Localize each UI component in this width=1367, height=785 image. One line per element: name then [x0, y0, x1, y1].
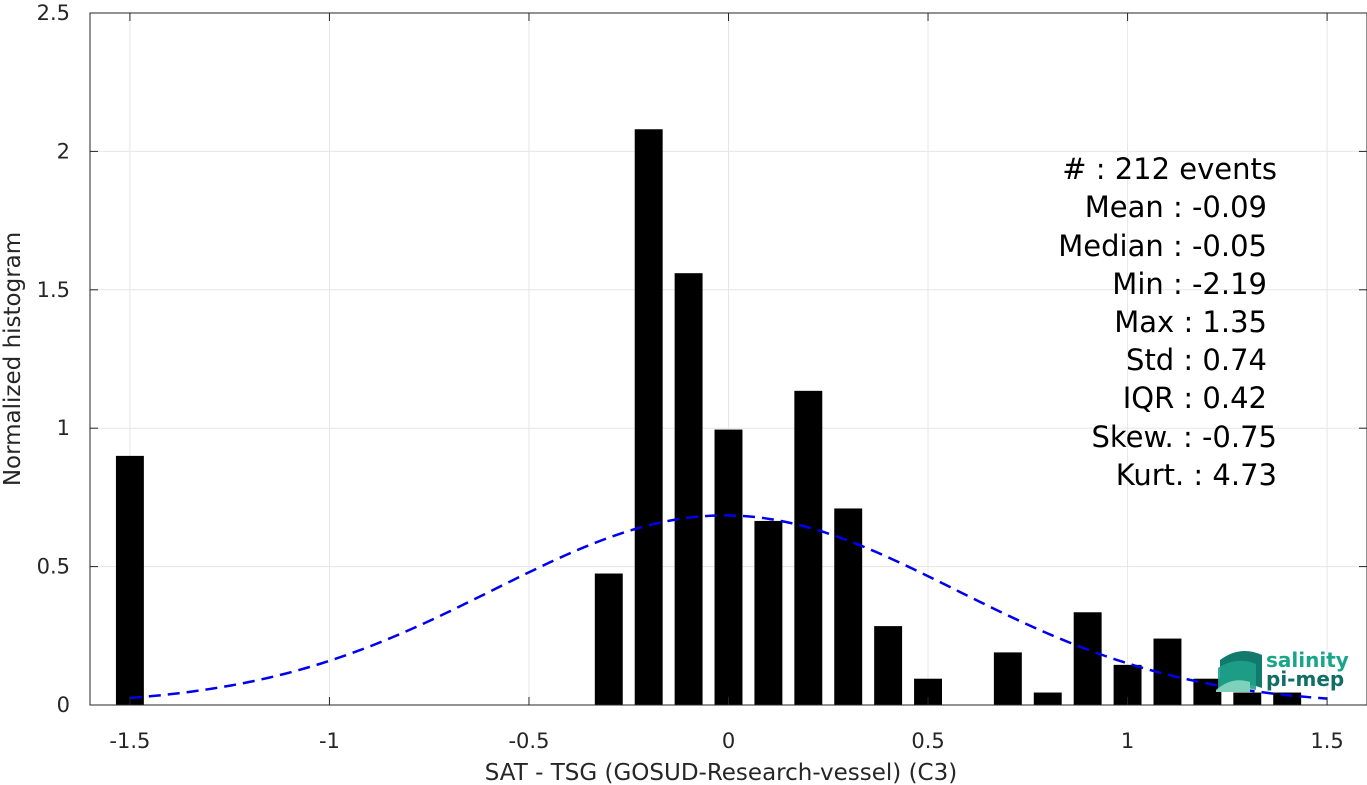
x-tick-label: 0	[722, 729, 735, 753]
gaussian-fit-curve	[129, 514, 1328, 700]
histogram-bar	[1273, 692, 1302, 705]
y-axis-label: Normalized histogram	[0, 232, 26, 486]
salinity-pi-mep-logo: salinity pi-mep	[1216, 648, 1349, 692]
x-tick-label: -1.5	[109, 729, 150, 753]
axis-ticks: -1.5 -1 -0.5 0 0.5 1 1.5 0 0.5 1 1.5 2 2.5	[37, 1, 1367, 753]
histogram-bar	[674, 273, 703, 705]
histogram-bar	[1033, 692, 1062, 705]
y-tick-label: 1	[57, 416, 70, 440]
stats-median: Median : -0.05	[1058, 229, 1267, 263]
histogram-bar	[1233, 692, 1262, 705]
histogram-bar	[115, 455, 144, 705]
stats-iqr: IQR : 0.42	[1123, 381, 1267, 415]
stats-annotation: # : 212 events Mean : -0.09 Median : -0.…	[1058, 152, 1277, 492]
histogram-bar	[794, 390, 823, 705]
logo-text-salinity: salinity	[1266, 648, 1349, 672]
stats-count: # : 212 events	[1062, 152, 1277, 186]
stats-mean: Mean : -0.09	[1085, 190, 1267, 224]
logo-text-pi-mep: pi-mep	[1266, 667, 1344, 691]
histogram-bars	[115, 129, 1302, 706]
x-tick-label: 1.5	[1310, 729, 1343, 753]
y-tick-label: 0.5	[37, 555, 70, 579]
x-tick-label: -0.5	[508, 729, 549, 753]
logo-wave-icon	[1216, 651, 1262, 692]
histogram-bar	[594, 573, 623, 705]
x-tick-label: 0.5	[911, 729, 944, 753]
stats-kurtosis: Kurt. : 4.73	[1116, 458, 1277, 492]
y-tick-label: 2	[57, 139, 70, 163]
x-tick-label: 1	[1121, 729, 1134, 753]
x-tick-label: -1	[319, 729, 340, 753]
histogram-bar	[1073, 612, 1102, 705]
histogram-bar	[834, 508, 863, 705]
histogram-bar	[634, 129, 663, 706]
stats-skewness: Skew. : -0.75	[1091, 420, 1277, 454]
y-tick-label: 2.5	[37, 1, 70, 25]
stats-max: Max : 1.35	[1114, 305, 1267, 339]
histogram-bar	[993, 652, 1022, 705]
y-tick-label: 1.5	[37, 278, 70, 302]
histogram-bar	[714, 429, 743, 705]
y-tick-label: 0	[57, 693, 70, 717]
histogram-bar	[754, 520, 783, 705]
stats-std: Std : 0.74	[1126, 343, 1267, 377]
histogram-bar	[874, 626, 903, 705]
x-axis-label: SAT - TSG (GOSUD-Research-vessel) (C3)	[485, 760, 957, 785]
stats-min: Min : -2.19	[1112, 267, 1267, 301]
